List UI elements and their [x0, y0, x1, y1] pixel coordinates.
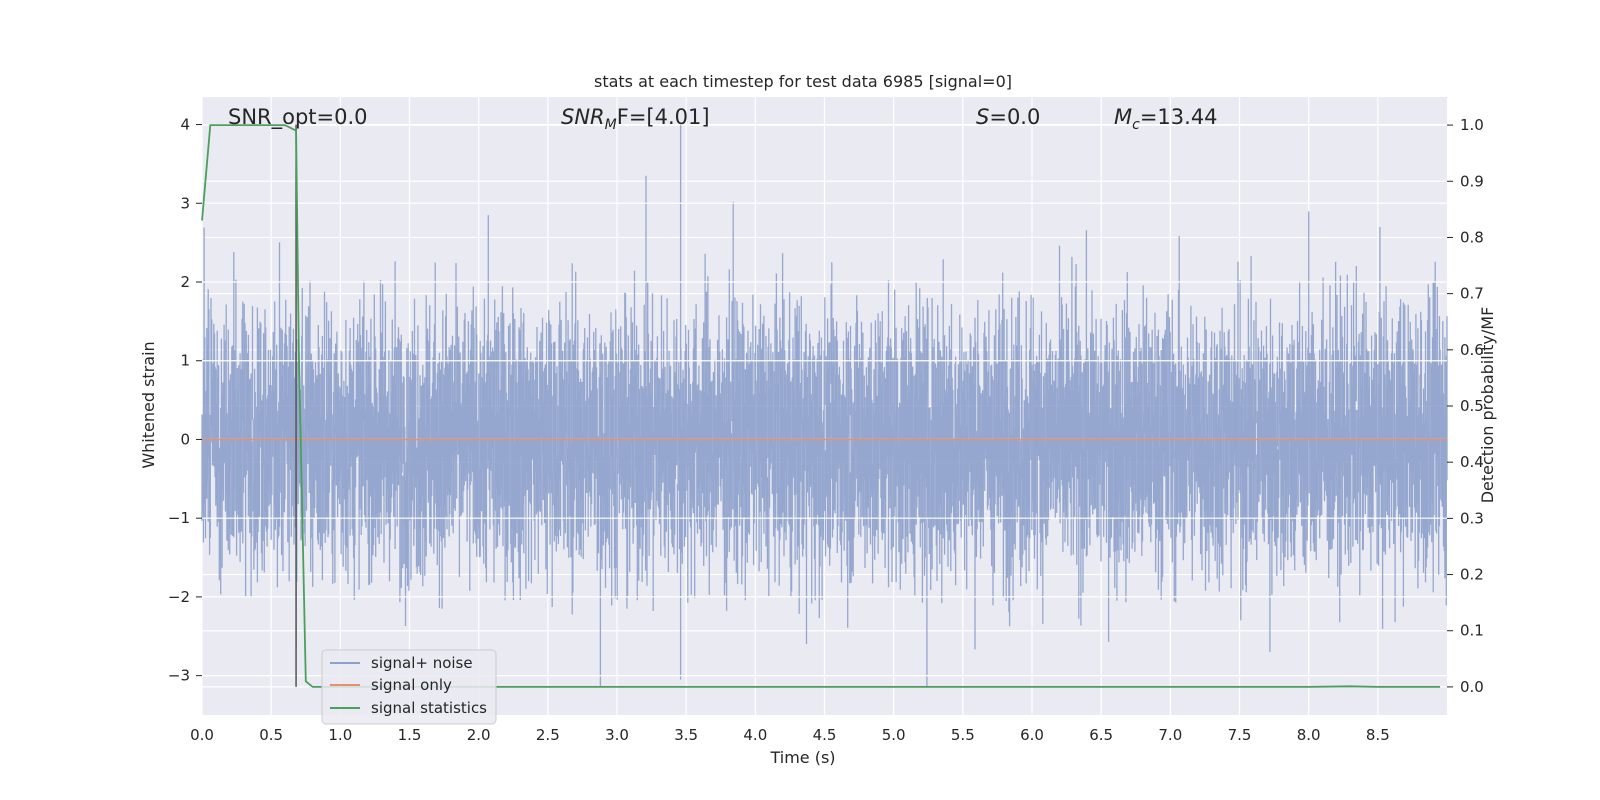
snr-mf-sub: M — [605, 117, 617, 133]
legend-box — [321, 649, 497, 725]
y-tick-label: −2 — [168, 588, 190, 606]
x-tick-labels: 0.0 0.5 1.0 1.5 2.0 2.5 3.0 3.5 4.0 4.5 5.0 5.5 6.0 6… — [190, 726, 1390, 744]
snr-mf-main: SNR — [561, 105, 605, 129]
y2-tick-label: 0.9 — [1460, 172, 1484, 190]
x-tick-label: 4.5 — [813, 726, 837, 744]
x-tick-label: 6.5 — [1089, 726, 1113, 744]
mc-tail: =13.44 — [1140, 105, 1218, 129]
x-tick-label: 3.0 — [605, 726, 629, 744]
x-axis-label: Time (s) — [769, 748, 835, 767]
signal-noise-series — [201, 124, 1448, 688]
x-tick-label: 2.5 — [536, 726, 560, 744]
y2-tick-label: 0.7 — [1460, 285, 1484, 303]
y2-tick-label: 0.0 — [1460, 678, 1484, 696]
y-tick-label: 2 — [180, 273, 190, 291]
y2-tick-label: 0.3 — [1460, 509, 1484, 527]
legend: signal+ noise signal only signal statist… — [321, 649, 497, 725]
y2-tick-label: 0.1 — [1460, 622, 1484, 640]
x-tick-label: 6.0 — [1020, 726, 1044, 744]
x-tick-label: 1.5 — [398, 726, 422, 744]
left-y-tick-labels: 4 3 2 1 0 −1 −2 −3 — [168, 116, 202, 685]
y2-tick-label: 0.6 — [1460, 341, 1484, 359]
x-tick-label: 4.0 — [743, 726, 767, 744]
y2-tick-label: 0.4 — [1460, 453, 1484, 471]
y2-axis-label: Detection probability/MF — [1478, 307, 1497, 504]
signal-noise-trace — [201, 124, 1448, 688]
y-axis-label: Whitened strain — [139, 341, 158, 468]
right-y-tick-labels: 1.0 0.9 0.8 0.7 0.6 0.5 0.4 0.3 0.2 0.1 0.0 — [1447, 116, 1484, 696]
y-tick-label: −3 — [168, 667, 190, 685]
y2-tick-label: 1.0 — [1460, 116, 1484, 134]
x-tick-label: 0.5 — [259, 726, 283, 744]
legend-label-signal-noise: signal+ noise — [371, 654, 473, 672]
snr-opt-annotation: SNR_opt=0.0 — [228, 105, 368, 130]
y-tick-label: −1 — [168, 509, 190, 527]
x-tick-label: 3.5 — [674, 726, 698, 744]
s-main: S — [976, 105, 989, 129]
y-tick-label: 0 — [180, 430, 190, 448]
x-tick-label: 7.0 — [1158, 726, 1182, 744]
x-tick-label: 5.0 — [882, 726, 906, 744]
y-tick-label: 1 — [180, 352, 190, 370]
s-tail: =0.0 — [989, 105, 1040, 129]
mc-annotation: Mc=13.44 — [1114, 105, 1218, 133]
chart-title: stats at each timestep for test data 698… — [594, 72, 1012, 91]
x-tick-label: 5.5 — [951, 726, 975, 744]
x-tick-label: 7.5 — [1228, 726, 1252, 744]
x-tick-label: 0.0 — [190, 726, 214, 744]
y2-tick-label: 0.2 — [1460, 566, 1484, 584]
x-tick-label: 2.0 — [467, 726, 491, 744]
y-tick-label: 4 — [180, 116, 190, 134]
x-tick-label: 1.0 — [328, 726, 352, 744]
y2-tick-label: 0.8 — [1460, 228, 1484, 246]
snr-mf-tail: F=[4.01] — [617, 105, 710, 129]
y-tick-label: 3 — [180, 194, 190, 212]
mc-sub: c — [1132, 117, 1140, 133]
legend-label-signal-only: signal only — [371, 676, 452, 694]
mc-main: M — [1114, 105, 1132, 129]
legend-label-signal-statistics: signal statistics — [371, 699, 487, 717]
x-tick-label: 8.0 — [1297, 726, 1321, 744]
x-tick-label: 8.5 — [1366, 726, 1390, 744]
snr-mf-annotation: SNRMF=[4.01] — [561, 105, 710, 133]
y2-tick-label: 0.5 — [1460, 397, 1484, 415]
annotations: SNR_opt=0.0 SNRMF=[4.01] S=0.0 Mc=13.44 — [228, 105, 1218, 133]
s-annotation: S=0.0 — [976, 105, 1040, 129]
